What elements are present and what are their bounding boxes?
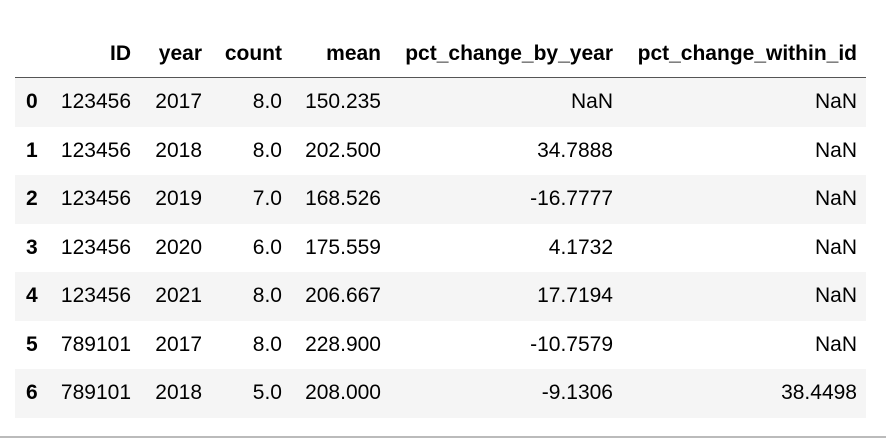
row-index: 2 <box>26 187 38 211</box>
table-cell: 38.4498 <box>781 381 857 405</box>
table-cell: 208.000 <box>305 381 381 405</box>
row-index: 6 <box>26 381 38 405</box>
table-cell: NaN <box>814 332 857 356</box>
table-row: 4 123456 2021 8.0 206.667 17.7194 NaN <box>15 272 866 321</box>
table-cell: 168.526 <box>305 187 381 211</box>
table-cell: NaN <box>814 187 857 211</box>
row-index: 5 <box>26 332 38 356</box>
table-cell: 8.0 <box>252 90 282 114</box>
column-header: pct_change_by_year <box>390 30 622 78</box>
table-cell: 150.235 <box>305 90 381 114</box>
column-header: ID <box>48 30 140 78</box>
table-row: 6 789101 2018 5.0 208.000 -9.1306 38.4498 <box>15 369 866 418</box>
table-cell: 228.900 <box>305 332 381 356</box>
table-row: 2 123456 2019 7.0 168.526 -16.7777 NaN <box>15 175 866 224</box>
table-cell: 5.0 <box>252 381 282 405</box>
table-cell: 8.0 <box>252 332 282 356</box>
row-index: 0 <box>26 90 38 114</box>
table-cell: NaN <box>814 138 857 162</box>
table-row: 0 123456 2017 8.0 150.235 NaN NaN <box>15 77 866 127</box>
column-header: mean <box>291 30 390 78</box>
table-cell: 2021 <box>155 284 202 308</box>
header-row: ID year count mean pct_change_by_year pct_cha… <box>15 30 866 78</box>
column-header: count <box>211 30 291 78</box>
table-cell: 17.7194 <box>537 284 613 308</box>
table-cell: 202.500 <box>305 138 381 162</box>
table-cell: NaN <box>570 90 613 114</box>
table-cell: 123456 <box>60 187 131 211</box>
table-cell: 2018 <box>155 138 202 162</box>
separator <box>0 436 886 438</box>
table-cell: 4.1732 <box>548 235 613 259</box>
table-cell: 175.559 <box>305 235 381 259</box>
table-cell: 789101 <box>60 381 131 405</box>
table-cell: 6.0 <box>252 235 282 259</box>
column-header: year <box>140 30 211 78</box>
table-header: ID year count mean pct_change_by_year pct_cha… <box>15 30 866 78</box>
table-body: 0 123456 2017 8.0 150.235 NaN NaN 1 123456 2018 8.… <box>15 77 866 418</box>
row-index: 1 <box>26 138 38 162</box>
table-cell: 2017 <box>155 332 202 356</box>
table-row: 5 789101 2017 8.0 228.900 -10.7579 NaN <box>15 321 866 370</box>
table-cell: -10.7579 <box>530 332 613 356</box>
table-cell: 2020 <box>155 235 202 259</box>
table-cell: 7.0 <box>252 187 282 211</box>
table-cell: NaN <box>814 235 857 259</box>
table-cell: NaN <box>814 90 857 114</box>
table-cell: 2019 <box>155 187 202 211</box>
table-cell: -16.7777 <box>530 187 613 211</box>
table-cell: NaN <box>814 284 857 308</box>
table-cell: 123456 <box>60 284 131 308</box>
dataframe-table: ID year count mean pct_change_by_year pct_cha… <box>15 30 866 418</box>
table-cell: 123456 <box>60 235 131 259</box>
table-row: 1 123456 2018 8.0 202.500 34.7888 NaN <box>15 127 866 176</box>
table-cell: 8.0 <box>252 284 282 308</box>
table-cell: 206.667 <box>305 284 381 308</box>
table-row: 3 123456 2020 6.0 175.559 4.1732 NaN <box>15 224 866 273</box>
table-cell: 2017 <box>155 90 202 114</box>
table-cell: 8.0 <box>252 138 282 162</box>
table-cell: 123456 <box>60 90 131 114</box>
row-index: 4 <box>26 284 38 308</box>
column-header: pct_change_within_id <box>622 30 866 78</box>
table-cell: 2018 <box>155 381 202 405</box>
index-header <box>15 30 48 78</box>
table-cell: -9.1306 <box>541 381 613 405</box>
table-cell: 34.7888 <box>537 138 613 162</box>
row-index: 3 <box>26 235 38 259</box>
table-cell: 789101 <box>60 332 131 356</box>
table-cell: 123456 <box>60 138 131 162</box>
